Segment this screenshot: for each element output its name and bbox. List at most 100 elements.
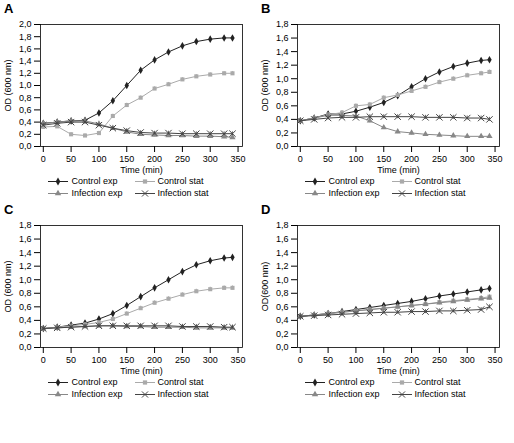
svg-text:50: 50: [323, 355, 333, 365]
svg-text:0,8: 0,8: [276, 288, 289, 298]
svg-text:1,8: 1,8: [19, 220, 32, 230]
html-text:Infection stat: Infection stat: [157, 389, 209, 399]
svg-text:50: 50: [66, 355, 76, 365]
svg-text:200: 200: [147, 154, 162, 164]
svg-text:1,8: 1,8: [276, 220, 289, 230]
svg-text:0: 0: [41, 355, 46, 365]
svg-text:1,0: 1,0: [276, 74, 289, 84]
svg-text:1,6: 1,6: [276, 234, 289, 244]
svg-text:1,8: 1,8: [276, 19, 289, 29]
svg-text:50: 50: [323, 154, 333, 164]
html-text:Infection stat: Infection stat: [414, 188, 466, 198]
svg-text:200: 200: [404, 154, 419, 164]
svg-text:200: 200: [147, 355, 162, 365]
svg-text:Time (min): Time (min): [377, 165, 420, 175]
svg-text:150: 150: [119, 355, 134, 365]
svg-text:OD(600 nm): OD(600 nm): [260, 262, 270, 312]
svg-text:1,0: 1,0: [276, 275, 289, 285]
svg-text:250: 250: [175, 355, 190, 365]
svg-text:250: 250: [432, 154, 447, 164]
html-text:Infection exp: Infection exp: [328, 389, 380, 399]
svg-text:0,6: 0,6: [276, 302, 289, 312]
html-text:Control exp: Control exp: [71, 176, 118, 186]
html-text:Control exp: Control exp: [71, 377, 118, 387]
svg-text:0,8: 0,8: [19, 93, 32, 103]
svg-text:300: 300: [460, 355, 475, 365]
html-text:A: A: [4, 1, 14, 16]
svg-text:Time (min): Time (min): [120, 165, 163, 175]
svg-text:OD (600 nm): OD (600 nm): [3, 59, 13, 111]
svg-text:0: 0: [41, 154, 46, 164]
svg-text:Time (min): Time (min): [377, 366, 420, 376]
svg-text:50: 50: [66, 154, 76, 164]
svg-text:0,4: 0,4: [276, 114, 289, 124]
html-text:Control stat: Control stat: [414, 377, 461, 387]
html-text:Control stat: Control stat: [414, 176, 461, 186]
svg-text:350: 350: [231, 154, 246, 164]
svg-text:1,0: 1,0: [19, 80, 32, 90]
html-text:Control exp: Control exp: [328, 176, 375, 186]
svg-text:OD (600 nm): OD (600 nm): [260, 59, 270, 111]
svg-text:100: 100: [91, 154, 106, 164]
svg-text:0,4: 0,4: [276, 315, 289, 325]
html-text:Infection stat: Infection stat: [157, 188, 209, 198]
svg-text:0,2: 0,2: [276, 128, 289, 138]
svg-text:1,4: 1,4: [19, 56, 32, 66]
svg-text:0,0: 0,0: [276, 342, 289, 352]
svg-text:1,2: 1,2: [276, 60, 289, 70]
svg-text:0,2: 0,2: [276, 329, 289, 339]
svg-text:0,4: 0,4: [19, 315, 32, 325]
svg-text:0,4: 0,4: [19, 117, 32, 127]
svg-text:1,4: 1,4: [276, 46, 289, 56]
svg-text:1,8: 1,8: [19, 32, 32, 42]
svg-text:0: 0: [298, 154, 303, 164]
html-text:Control stat: Control stat: [157, 377, 204, 387]
svg-text:0,6: 0,6: [19, 302, 32, 312]
svg-text:1,2: 1,2: [19, 261, 32, 271]
svg-text:0,0: 0,0: [276, 141, 289, 151]
svg-text:1,2: 1,2: [19, 68, 32, 78]
html-text:Infection exp: Infection exp: [71, 188, 123, 198]
svg-text:OD (600 nm): OD (600 nm): [3, 260, 13, 312]
svg-text:1,4: 1,4: [19, 247, 32, 257]
svg-text:0,0: 0,0: [19, 141, 32, 151]
html-text:Infection exp: Infection exp: [328, 188, 380, 198]
html-text:Control exp: Control exp: [328, 377, 375, 387]
svg-text:300: 300: [460, 154, 475, 164]
svg-text:100: 100: [91, 355, 106, 365]
svg-text:200: 200: [404, 355, 419, 365]
svg-text:150: 150: [119, 154, 134, 164]
svg-text:0,6: 0,6: [19, 105, 32, 115]
svg-text:0,0: 0,0: [19, 342, 32, 352]
svg-text:0,8: 0,8: [276, 87, 289, 97]
svg-text:1,6: 1,6: [19, 234, 32, 244]
svg-text:0: 0: [298, 355, 303, 365]
svg-text:0,6: 0,6: [276, 101, 289, 111]
html-text:B: B: [261, 1, 271, 16]
svg-text:0,8: 0,8: [19, 288, 32, 298]
svg-text:1,2: 1,2: [276, 261, 289, 271]
svg-text:1,6: 1,6: [19, 44, 32, 54]
html-text:Infection exp: Infection exp: [71, 389, 123, 399]
svg-text:100: 100: [348, 154, 363, 164]
svg-text:150: 150: [376, 355, 391, 365]
svg-text:350: 350: [488, 154, 503, 164]
svg-text:350: 350: [488, 355, 503, 365]
svg-text:150: 150: [376, 154, 391, 164]
svg-text:250: 250: [432, 355, 447, 365]
svg-text:300: 300: [203, 154, 218, 164]
svg-text:Time (min): Time (min): [120, 366, 163, 376]
svg-text:1,0: 1,0: [19, 275, 32, 285]
svg-text:1,6: 1,6: [276, 33, 289, 43]
svg-text:250: 250: [175, 154, 190, 164]
svg-text:1,4: 1,4: [276, 247, 289, 257]
html-text:Control stat: Control stat: [157, 176, 204, 186]
html-text:D: D: [261, 202, 271, 217]
html-text:C: C: [4, 202, 14, 217]
svg-text:300: 300: [203, 355, 218, 365]
svg-text:350: 350: [231, 355, 246, 365]
svg-text:2,0: 2,0: [19, 19, 32, 29]
svg-text:100: 100: [348, 355, 363, 365]
svg-text:0,2: 0,2: [19, 129, 32, 139]
svg-text:0,2: 0,2: [19, 329, 32, 339]
